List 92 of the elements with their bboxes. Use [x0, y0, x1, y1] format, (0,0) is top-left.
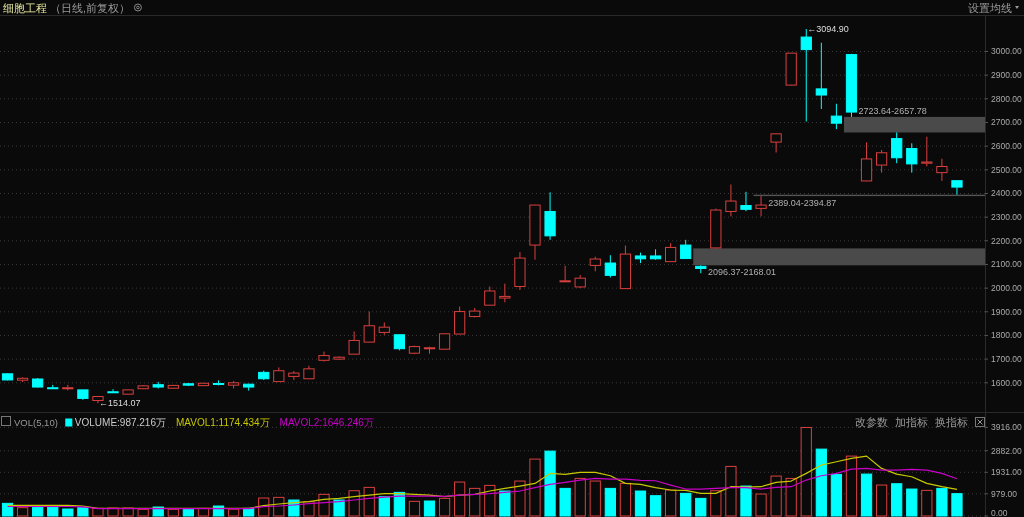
y-tick-label: 2200.00 [991, 235, 1022, 246]
band-label: 2723.64-2657.78 [858, 105, 927, 116]
bar [62, 508, 74, 517]
bar [830, 473, 843, 517]
y-tick-label: 2000.00 [991, 283, 1022, 294]
band-label: 2096.37-2168.01 [707, 267, 776, 278]
bar [16, 507, 29, 517]
bar [32, 506, 44, 517]
band: 2389.04-2394.87 [753, 194, 985, 209]
y-tick-label: 2882.00 [991, 445, 1022, 456]
annotation: 加指标 [895, 416, 928, 428]
bar [665, 489, 677, 517]
annotation: ←3094.90 [807, 24, 849, 35]
y-tick-label: 2100.00 [991, 259, 1022, 270]
band-label: 2389.04-2394.87 [768, 198, 837, 209]
y-tick-label: 3916.00 [991, 422, 1022, 433]
bar [875, 484, 888, 517]
bar [695, 497, 707, 517]
bar [589, 480, 601, 517]
text: 设置均线 [968, 2, 1012, 14]
bar [378, 496, 390, 517]
annotation: 换指标 [935, 416, 968, 428]
y-tick-label: 2600.00 [991, 141, 1022, 152]
text: MAVOL1:1174.434万 [176, 417, 270, 428]
bar [815, 448, 827, 517]
bar [845, 455, 858, 517]
bar [469, 487, 481, 517]
bar [514, 480, 526, 517]
y-tick-label: 1600.00 [991, 377, 1022, 388]
bar [227, 508, 240, 517]
bar [182, 508, 194, 517]
bar [363, 486, 375, 517]
bar [860, 473, 873, 517]
bar [725, 465, 737, 517]
bar [951, 493, 963, 517]
bar [574, 477, 586, 517]
bar [529, 458, 541, 517]
text: MAVOL2:1646.246万 [279, 417, 374, 428]
line-series [6, 467, 958, 510]
bar [423, 500, 436, 517]
bar [680, 492, 692, 517]
y-tick-label: 2500.00 [991, 164, 1022, 175]
y-tick-label: 1900.00 [991, 306, 1022, 317]
bar [348, 490, 360, 517]
y-tick-label: 1700.00 [991, 354, 1022, 365]
annotation: 改参数 [855, 416, 888, 428]
bar [77, 507, 89, 517]
bar [921, 489, 933, 517]
bar [755, 493, 767, 517]
y-tick-label: 3000.00 [991, 46, 1022, 57]
annotation: ←1514.07 [98, 398, 141, 409]
bar [47, 506, 59, 517]
bar [303, 501, 315, 517]
bar [740, 485, 752, 517]
band: 2096.37-2168.01 [693, 248, 985, 278]
bar [499, 490, 511, 517]
bar [604, 487, 616, 517]
bar [438, 497, 451, 517]
chart-title: 细胞工程 [3, 2, 47, 14]
bar [800, 426, 812, 517]
y-tick-label: 2700.00 [991, 117, 1022, 128]
chart-subtitle: （日线,前复权） [50, 2, 130, 14]
y-tick-label: 2900.00 [991, 70, 1022, 81]
y-tick-label: 0.00 [991, 508, 1008, 517]
bar [167, 508, 179, 517]
bar [408, 500, 421, 517]
bar [137, 508, 149, 517]
bar [710, 490, 722, 517]
text: VOL(5,10) [14, 417, 58, 428]
legend-label: VOLUME:987.216万 [74, 417, 166, 428]
bar [634, 490, 647, 517]
y-tick-label: 1931.00 [991, 467, 1022, 478]
y-tick-label: 1800.00 [991, 330, 1022, 341]
bar [484, 484, 496, 517]
y-tick-label: 2300.00 [991, 212, 1022, 223]
bar [770, 475, 782, 517]
bar [906, 488, 918, 517]
y-tick-label: 979.00 [991, 488, 1018, 499]
bar [619, 482, 632, 517]
bar [891, 483, 903, 517]
bar [785, 477, 797, 517]
bar [649, 495, 662, 517]
bar [454, 481, 466, 517]
bar [212, 505, 225, 517]
bar [936, 487, 948, 517]
bar [559, 487, 571, 517]
bar [544, 450, 556, 517]
bar [333, 499, 345, 517]
y-tick-label: 2400.00 [991, 188, 1022, 199]
y-tick-label: 2800.00 [991, 93, 1022, 104]
band: 2723.64-2657.78 [843, 105, 985, 133]
bar [1, 502, 14, 517]
